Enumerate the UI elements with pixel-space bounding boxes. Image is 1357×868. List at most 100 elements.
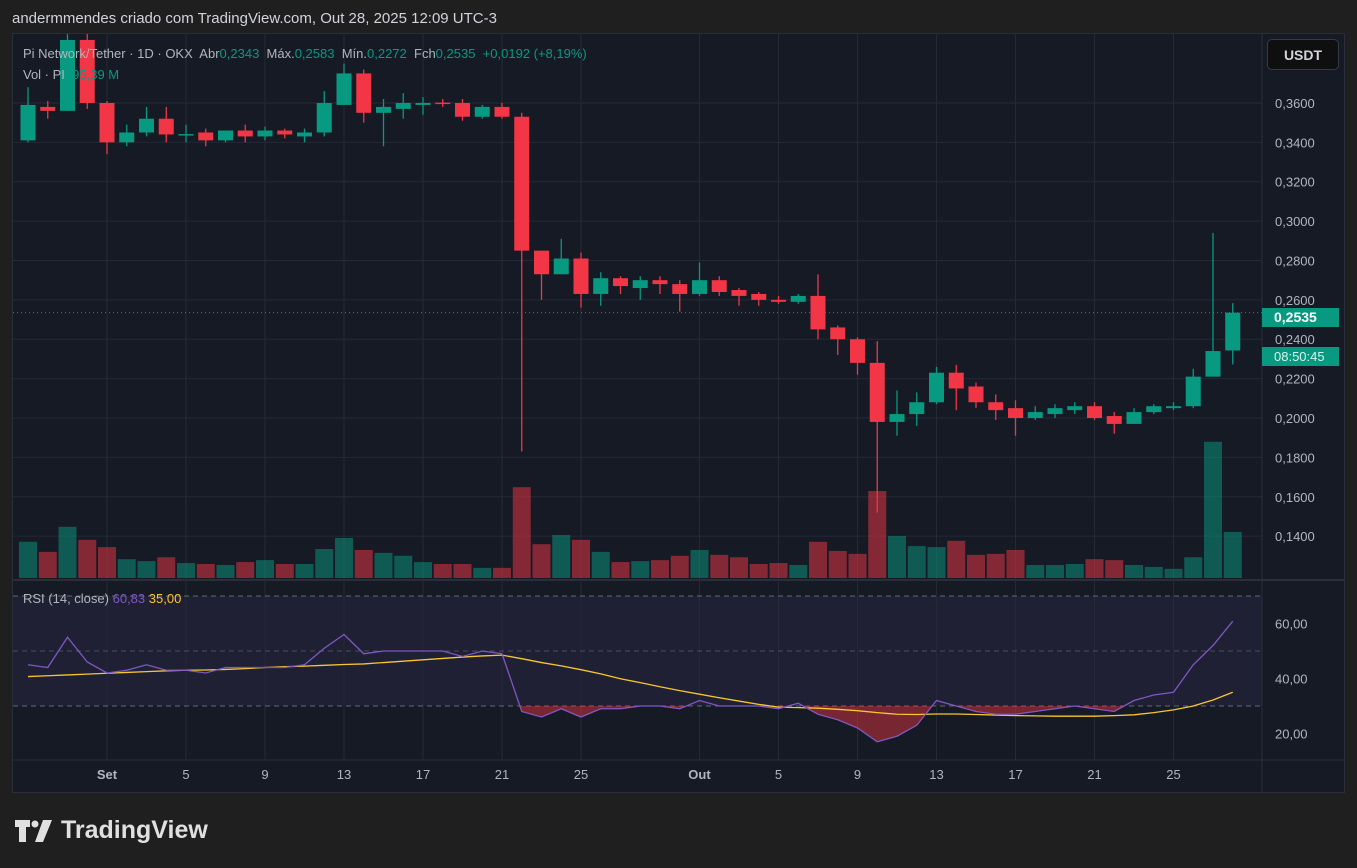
tradingview-logo[interactable]: TradingView [15, 816, 208, 845]
time-tick-label: 13 [337, 767, 351, 782]
volume-bar [907, 546, 926, 578]
candle-body [1225, 312, 1241, 351]
candle-body [1106, 416, 1122, 424]
volume-bar [986, 553, 1005, 578]
volume-bar [493, 567, 511, 578]
volume-bar [611, 562, 630, 578]
volume-bar [295, 563, 314, 578]
candle-body [514, 116, 530, 251]
chart-frame[interactable] [12, 33, 1345, 793]
candle-body [850, 339, 865, 363]
candle-body [1185, 376, 1201, 407]
candle-body [218, 130, 233, 141]
volume-bar [848, 553, 867, 578]
rsi-legend: RSI (14, close) 60,83 35,00 [23, 591, 181, 606]
volume-bar [157, 557, 176, 578]
volume-bar [414, 562, 432, 578]
volume-bar [1085, 559, 1104, 578]
time-tick-label: 5 [182, 767, 189, 782]
time-tick-label: Set [97, 767, 118, 782]
volume-bar [572, 539, 590, 578]
candle-body [257, 130, 273, 137]
candle-body [711, 280, 727, 292]
close-value: 0,2535 [435, 46, 476, 61]
rsi-label[interactable]: RSI (14, close) [23, 591, 109, 606]
volume-bar [710, 554, 729, 578]
candle [336, 63, 352, 105]
candle-body [99, 102, 115, 143]
candle [810, 274, 826, 340]
candle [751, 291, 767, 306]
volume-bar [690, 549, 709, 578]
volume-bar [374, 552, 393, 578]
volume-bar [670, 555, 689, 578]
candle [613, 276, 628, 294]
volume-bar [335, 537, 353, 578]
candle [652, 276, 668, 294]
volume-bar [927, 547, 946, 578]
volume-bar [769, 563, 788, 578]
candle [178, 124, 194, 143]
candle [1008, 400, 1023, 436]
candle-body [652, 280, 668, 285]
candle [1087, 402, 1102, 420]
candle-body [139, 118, 154, 133]
volume-legend: Vol · PI 95,39 M [23, 67, 119, 82]
candle [316, 91, 332, 137]
candle [988, 394, 1004, 420]
volume-bar [1204, 441, 1222, 578]
rsi-value: 60,83 [112, 591, 146, 606]
price-tick-label: 0,2000 [1275, 411, 1315, 426]
candle [593, 272, 609, 306]
candle [514, 112, 530, 452]
candle [573, 252, 589, 308]
volume-bar [1105, 560, 1124, 578]
candle-body [593, 278, 609, 294]
high-label: Máx. [266, 46, 295, 61]
volume-bar [473, 567, 492, 578]
volume-bar [177, 563, 195, 578]
volume-bar [433, 563, 452, 578]
symbol-name[interactable]: Pi Network/Tether · 1D · OKX [23, 46, 193, 61]
volume-bar [453, 563, 472, 578]
candle [790, 293, 806, 304]
last-price-tag: 0,2535 [1262, 308, 1339, 327]
candle [869, 341, 885, 513]
candle-body [1047, 408, 1063, 415]
volume-label[interactable]: Vol · PI [23, 67, 65, 82]
volume-bar [1223, 531, 1242, 578]
candle [494, 102, 510, 119]
time-tick-label: 21 [495, 767, 509, 782]
rsi-ma-line [27, 654, 1233, 717]
candle-body [474, 106, 490, 117]
candle [119, 124, 135, 147]
candle-body [158, 118, 174, 135]
candle [257, 126, 273, 141]
candle-body [1087, 406, 1102, 418]
time-tick-label: 17 [1008, 767, 1022, 782]
price-tick-label: 0,1600 [1275, 490, 1315, 505]
candle-body [889, 414, 905, 422]
candle [771, 295, 786, 304]
candle [711, 276, 727, 296]
candle [1205, 232, 1221, 377]
volume-bar [137, 561, 156, 578]
candle [1185, 368, 1201, 409]
candle-body [1067, 406, 1083, 411]
price-tick-label: 0,3600 [1275, 96, 1315, 111]
time-tick-label: 13 [929, 767, 943, 782]
candle [415, 97, 431, 115]
volume-bar [196, 563, 215, 578]
candle-body [79, 39, 95, 103]
volume-bar [591, 551, 610, 578]
open-value: 0,2343 [219, 46, 260, 61]
candle [1166, 402, 1181, 411]
rsi-oversold-fill [28, 706, 1233, 742]
volume-bar [809, 541, 827, 578]
candle [1027, 406, 1043, 420]
price-tick-label: 0,2800 [1275, 253, 1315, 268]
candle-body [534, 250, 549, 275]
price-tick-label: 0,2200 [1275, 372, 1315, 387]
currency-button[interactable]: USDT [1267, 39, 1339, 70]
